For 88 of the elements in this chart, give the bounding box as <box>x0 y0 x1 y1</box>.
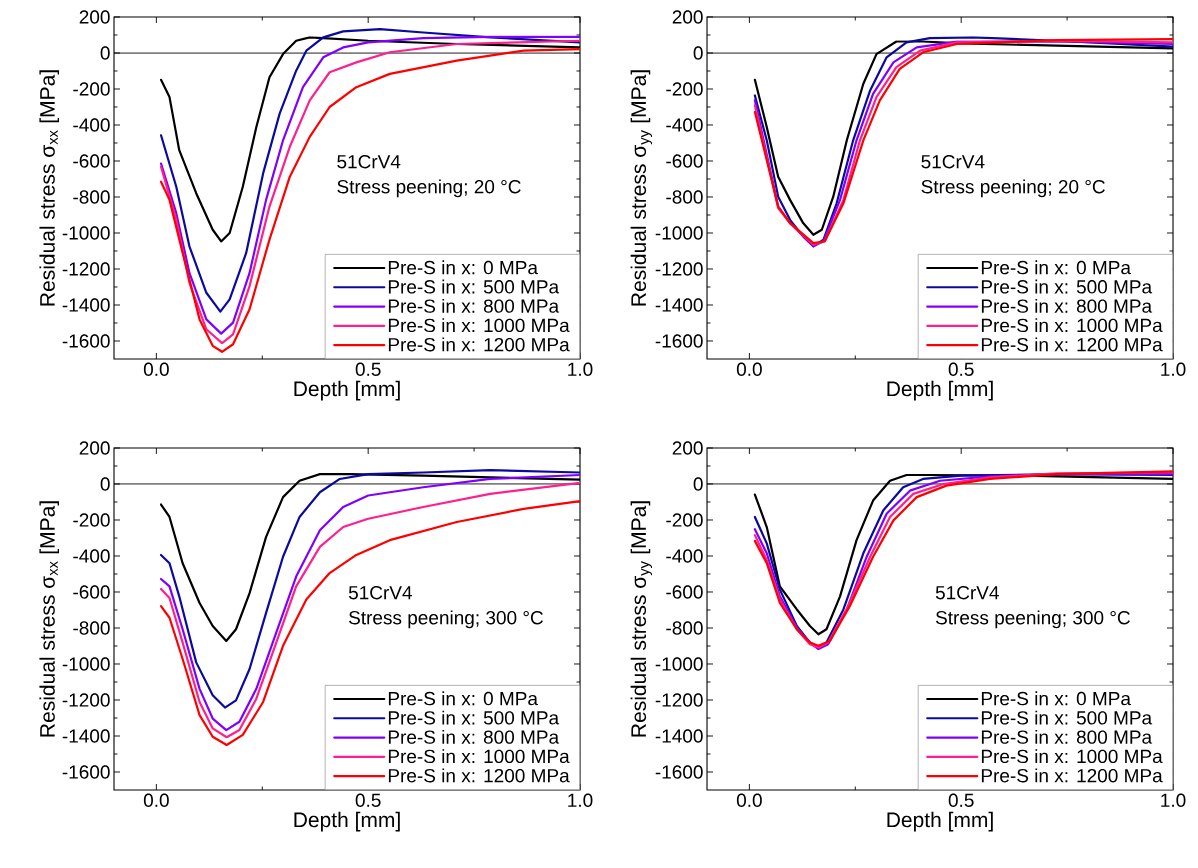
annotation: 51CrV4 <box>348 585 412 600</box>
y-tick-label: -1200 <box>62 262 110 276</box>
legend-label: Pre-S in x: 1200 MPa <box>388 768 570 783</box>
y-axis-title: Residual stress σ$_{xx}$ [MPa] <box>39 70 60 306</box>
x-tick-label: 0.0 <box>143 793 169 807</box>
y-tick-label: -200 <box>666 82 703 96</box>
x-tick-label: 0.5 <box>355 362 381 376</box>
legend-label: Pre-S in x: 500 MPa <box>981 279 1153 294</box>
y-tick-label: 0 <box>100 46 110 60</box>
annotation: Stress peening; 20 °C <box>337 179 521 198</box>
y-tick-label: -400 <box>666 549 703 563</box>
y-tick-label: -600 <box>73 585 110 599</box>
y-tick-label: -1000 <box>655 226 703 240</box>
x-axis-title: Depth [mm] <box>294 811 400 832</box>
y-tick-label: -1600 <box>62 765 110 779</box>
x-tick-label: 0.0 <box>736 362 762 376</box>
legend-label: Pre-S in x: 1000 MPa <box>388 749 570 764</box>
y-tick-label: -1600 <box>62 334 110 348</box>
legend-label: Pre-S in x: 500 MPa <box>388 279 560 294</box>
x-tick-label: 1.0 <box>568 362 593 376</box>
legend-label: Pre-S in x: 0 MPa <box>981 691 1131 706</box>
legend-label: Pre-S in x: 800 MPa <box>388 298 560 313</box>
annotation: Stress peening; 20 °C <box>921 179 1105 198</box>
legend-label: Pre-S in x: 1000 MPa <box>388 318 570 333</box>
y-tick-label: -600 <box>666 585 703 599</box>
x-tick-label: 1.0 <box>1161 362 1186 376</box>
y-tick-label: -1000 <box>62 657 110 671</box>
annotation: 51CrV4 <box>337 154 401 169</box>
y-tick-label: -800 <box>666 621 703 635</box>
y-tick-label: -1000 <box>62 226 110 240</box>
y-tick-label: -200 <box>666 513 703 527</box>
legend-label: Pre-S in x: 1200 MPa <box>981 337 1163 352</box>
x-tick-label: 0.5 <box>355 793 381 807</box>
y-tick-label: -800 <box>73 621 110 635</box>
y-tick-label: -1200 <box>655 693 703 707</box>
y-tick-label: -400 <box>73 118 110 132</box>
y-tick-label: -1400 <box>655 729 703 743</box>
y-tick-label: -800 <box>73 190 110 204</box>
y-tick-label: -1600 <box>655 765 703 779</box>
x-tick-label: 0.5 <box>948 362 974 376</box>
x-tick-label: 0.5 <box>948 793 974 807</box>
annotation: Stress peening; 300 °C <box>935 610 1130 629</box>
legend-label: Pre-S in x: 0 MPa <box>981 260 1131 275</box>
y-tick-label: -1200 <box>62 693 110 707</box>
legend-label: Pre-S in x: 1000 MPa <box>981 749 1163 764</box>
legend-label: Pre-S in x: 0 MPa <box>388 260 538 275</box>
y-tick-label: -200 <box>73 513 110 527</box>
y-tick-label: -1000 <box>655 657 703 671</box>
y-tick-label: -1400 <box>62 729 110 743</box>
y-tick-label: -400 <box>73 549 110 563</box>
y-tick-label: -600 <box>73 154 110 168</box>
y-tick-label: 200 <box>79 441 110 455</box>
y-tick-label: -600 <box>666 154 703 168</box>
y-tick-label: 0 <box>693 46 703 60</box>
y-tick-label: 200 <box>672 441 703 455</box>
legend-label: Pre-S in x: 500 MPa <box>981 710 1153 725</box>
y-axis-title: Residual stress σ$_{xx}$ [MPa] <box>39 501 60 737</box>
x-tick-label: 1.0 <box>568 793 593 807</box>
y-axis-title: Residual stress σ$_{yy}$ [MPa] <box>630 501 653 737</box>
legend-label: Pre-S in x: 800 MPa <box>981 298 1153 313</box>
y-tick-label: -1400 <box>655 298 703 312</box>
x-axis-title: Depth [mm] <box>887 380 993 401</box>
x-tick-label: 0.0 <box>143 362 169 376</box>
legend-label: Pre-S in x: 500 MPa <box>388 710 560 725</box>
y-tick-label: 200 <box>672 10 703 24</box>
y-tick-label: -400 <box>666 118 703 132</box>
x-axis-title: Depth [mm] <box>887 811 993 832</box>
x-tick-label: 0.0 <box>736 793 762 807</box>
y-tick-label: 0 <box>693 477 703 491</box>
y-tick-label: 200 <box>79 10 110 24</box>
y-tick-label: -1200 <box>655 262 703 276</box>
annotation: Stress peening; 300 °C <box>349 610 543 629</box>
legend-label: Pre-S in x: 1200 MPa <box>388 337 570 352</box>
legend-label: Pre-S in x: 0 MPa <box>388 691 538 706</box>
y-tick-label: -1600 <box>655 334 703 348</box>
annotation: 51CrV4 <box>921 154 985 169</box>
annotation: 51CrV4 <box>935 585 999 600</box>
x-axis-title: Depth [mm] <box>294 380 400 401</box>
y-tick-label: 0 <box>100 477 110 491</box>
y-tick-label: -800 <box>666 190 703 204</box>
y-axis-title: Residual stress σ$_{yy}$ [MPa] <box>630 70 653 306</box>
legend-label: Pre-S in x: 800 MPa <box>981 729 1153 744</box>
x-tick-label: 1.0 <box>1161 793 1186 807</box>
legend-label: Pre-S in x: 800 MPa <box>388 729 560 744</box>
y-tick-label: -1400 <box>62 298 110 312</box>
legend-label: Pre-S in x: 1200 MPa <box>981 768 1163 783</box>
y-tick-label: -200 <box>73 82 110 96</box>
legend-label: Pre-S in x: 1000 MPa <box>981 318 1163 333</box>
